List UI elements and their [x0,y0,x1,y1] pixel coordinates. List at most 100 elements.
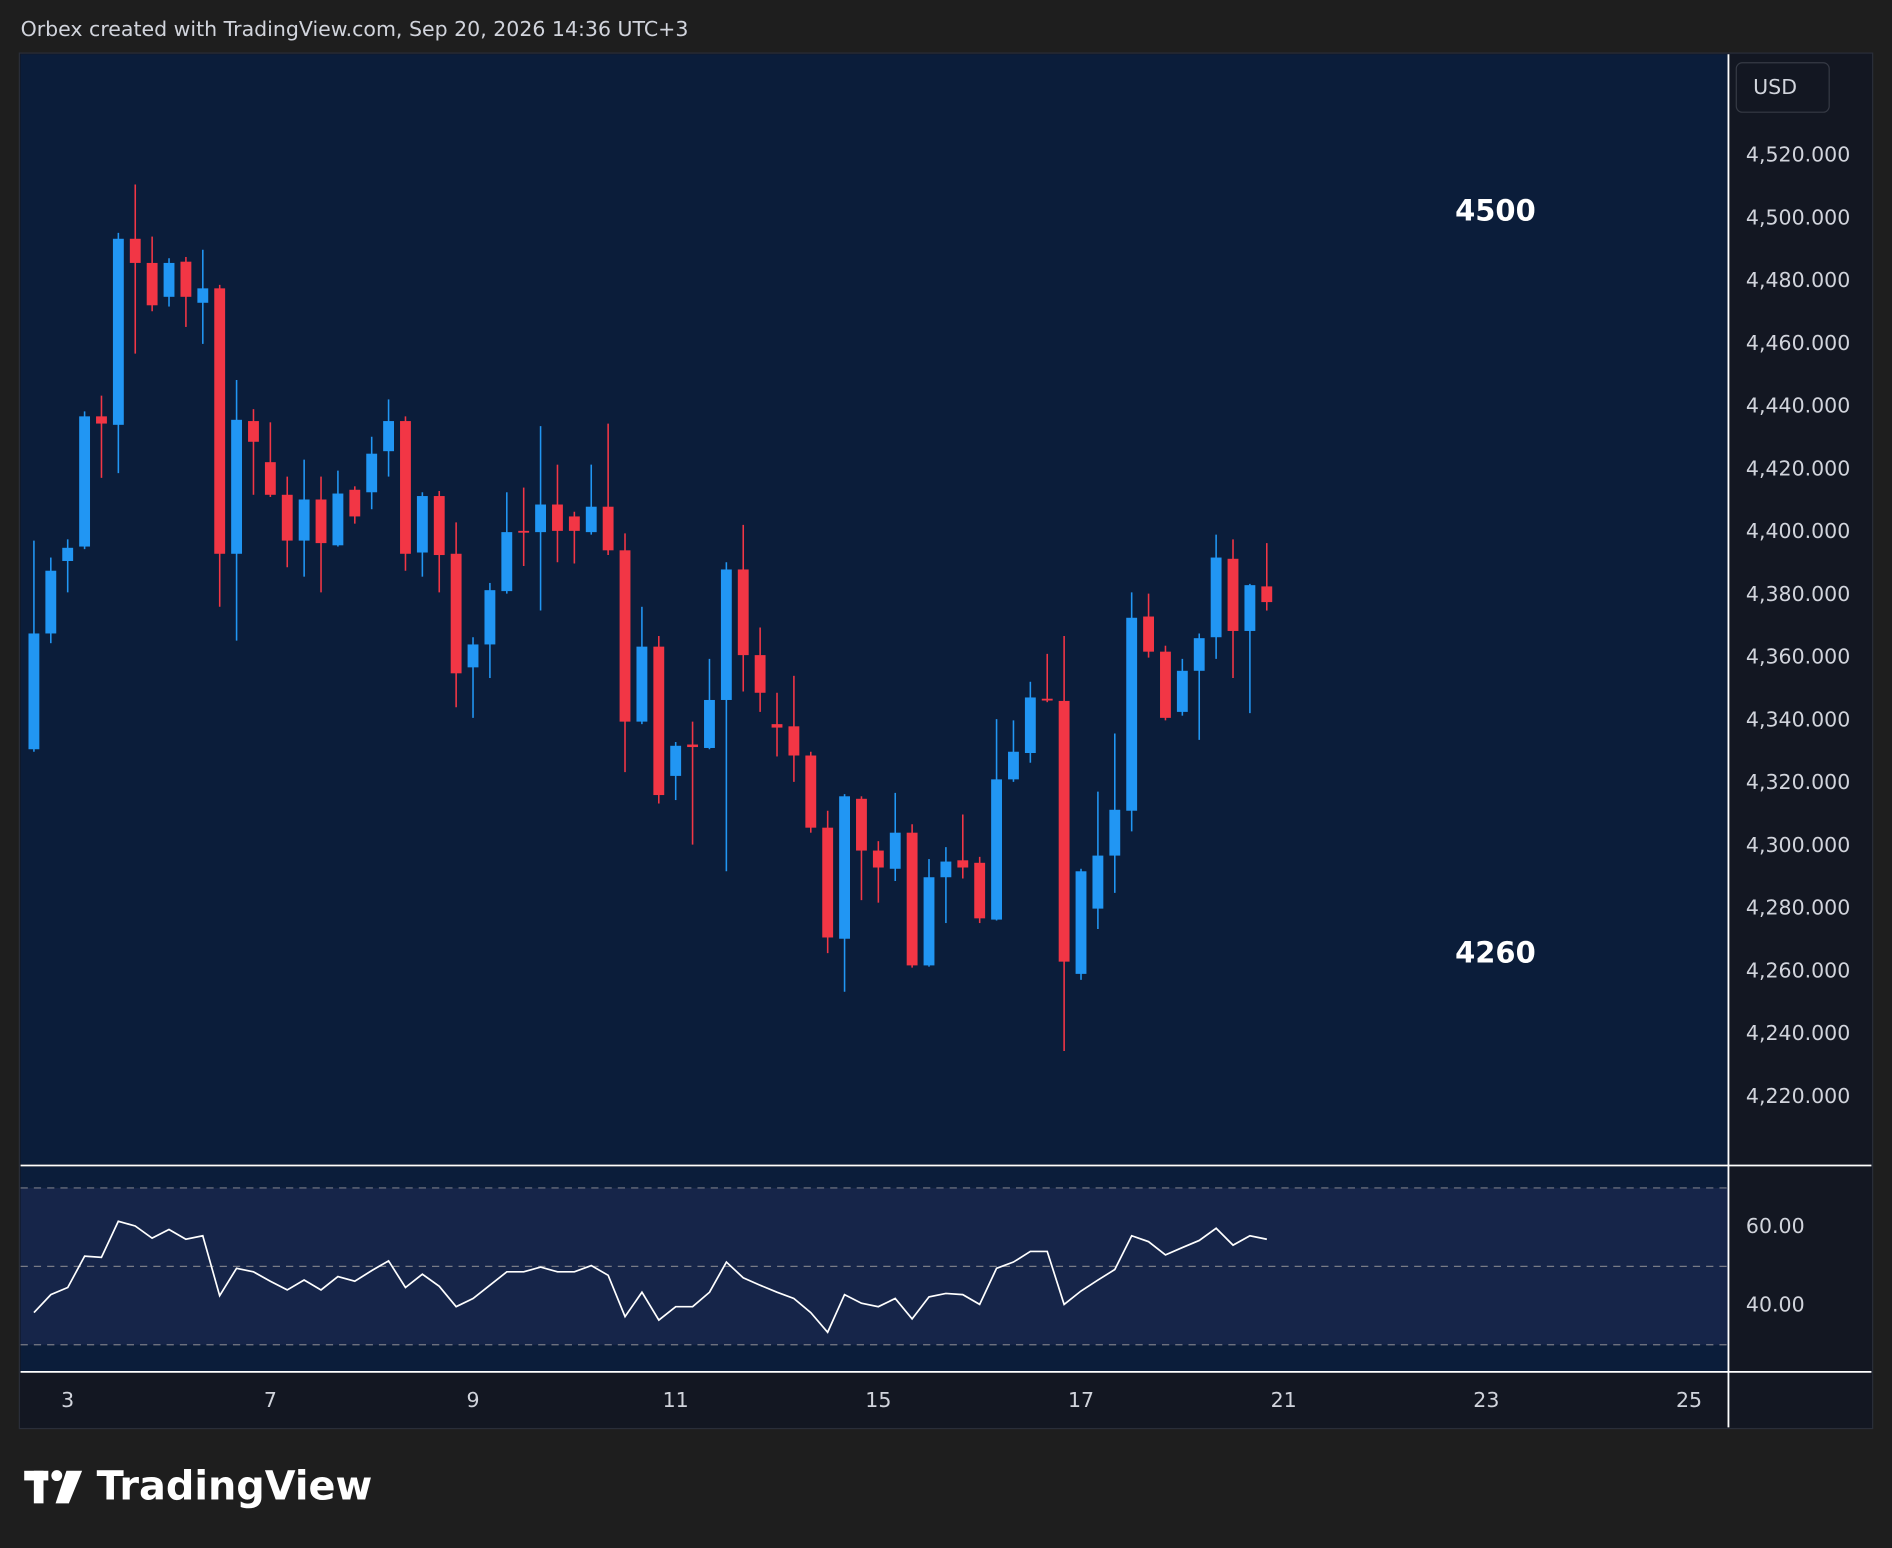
candle-body [889,832,901,869]
candle-body [839,796,851,939]
y-tick-label: 4,240.000 [1746,1021,1850,1045]
candle-body [1193,638,1205,671]
candle-body [1075,871,1087,974]
y-tick-label: 4,320.000 [1746,770,1850,794]
x-tick-label: 7 [264,1388,277,1412]
y-tick-label: 4,480.000 [1746,268,1850,292]
candle-body [1160,651,1171,718]
candle-body [62,547,74,561]
candle-body [974,862,986,919]
candle-body [670,745,682,776]
y-tick-label: 4,420.000 [1746,456,1850,480]
candle-body [281,494,293,541]
annotation: 4500 [1455,193,1536,227]
candle-body [535,504,547,533]
candle-body [315,499,327,544]
x-tick-label: 3 [61,1388,74,1412]
candle-body [180,261,192,297]
price-pane [20,54,1728,1165]
candle-body [467,644,479,668]
candle-body [957,860,969,868]
candle-body [518,530,530,533]
y-tick-label: 4,380.000 [1746,582,1850,606]
candle-body [991,779,1002,920]
candle-body [585,506,597,533]
candle-body [298,499,310,541]
x-tick-label: 17 [1068,1388,1094,1412]
candle-body [856,798,867,851]
candle-body [923,877,935,966]
candle-body [349,489,361,517]
candle-body [602,506,614,551]
candle-body [906,832,918,966]
candle-body [1143,616,1154,652]
candle-body [1176,670,1188,712]
y-tick-label: 4,300.000 [1746,833,1850,857]
candle-body [1092,855,1104,909]
candle-body [653,646,665,796]
y-tick-label: 4,520.000 [1746,143,1850,167]
y-tick-label: 4,340.000 [1746,707,1850,731]
candle-body [400,421,411,554]
candle-body [332,493,344,546]
candle-body [28,633,40,750]
y-tick-label: 4,260.000 [1746,958,1850,982]
candle-body [1210,557,1222,638]
candle-body [940,861,952,878]
candle-body [264,462,276,495]
y-tick-label: 4,400.000 [1746,519,1850,543]
candle-body [112,238,124,425]
candle-body [737,569,749,656]
candle-body [788,726,800,756]
candle-body [1008,751,1019,780]
candle-body [687,744,699,748]
y-tick-label: 4,440.000 [1746,394,1850,418]
candle-body [231,419,243,554]
y-tick-label: 4,220.000 [1746,1084,1850,1108]
rsi-line [33,1220,1267,1334]
logo-text: TradingView [97,1463,373,1509]
candle-body [197,288,209,303]
candle-body [163,262,175,297]
candle-body [552,504,563,531]
candle-body [636,646,648,722]
candle-body [214,288,226,554]
y-tick-label: 40.00 [1746,1293,1805,1317]
candle-body [1227,558,1239,631]
currency-label[interactable]: USD [1753,75,1797,99]
candle-body [619,550,631,722]
candle-body [45,570,57,634]
candle-body [450,553,462,674]
candle-body [1126,617,1138,811]
candle-body [146,262,158,306]
candle-body [79,416,91,547]
x-tick-label: 11 [663,1388,689,1412]
currency-button[interactable] [1735,62,1830,113]
candle-body [129,238,141,263]
marks [20,184,1728,1346]
y-tick-label: 4,460.000 [1746,331,1850,355]
candle-body [754,655,766,693]
y-tick-label: 60.00 [1746,1214,1805,1238]
candle-body [433,496,445,556]
x-tick-label: 9 [466,1388,479,1412]
candle-body [96,416,107,424]
candle-body [822,827,834,938]
candle-body [1109,809,1121,856]
y-tick-label: 4,500.000 [1746,205,1850,229]
candle-body [1261,586,1273,603]
header: Orbex created with TradingView.com, Sep … [21,17,689,41]
candle-body [1041,698,1053,701]
x-tick-label: 21 [1271,1388,1297,1412]
y-tick-label: 4,280.000 [1746,896,1850,920]
annotation: 4260 [1455,935,1536,969]
candle-body [1024,697,1036,754]
candle-body [366,453,378,493]
candle-body [771,724,783,728]
candle-body [248,421,259,442]
x-tick-label: 25 [1676,1388,1702,1412]
candle-body [872,850,884,868]
candle-body [416,496,428,553]
candle-body [484,590,496,645]
